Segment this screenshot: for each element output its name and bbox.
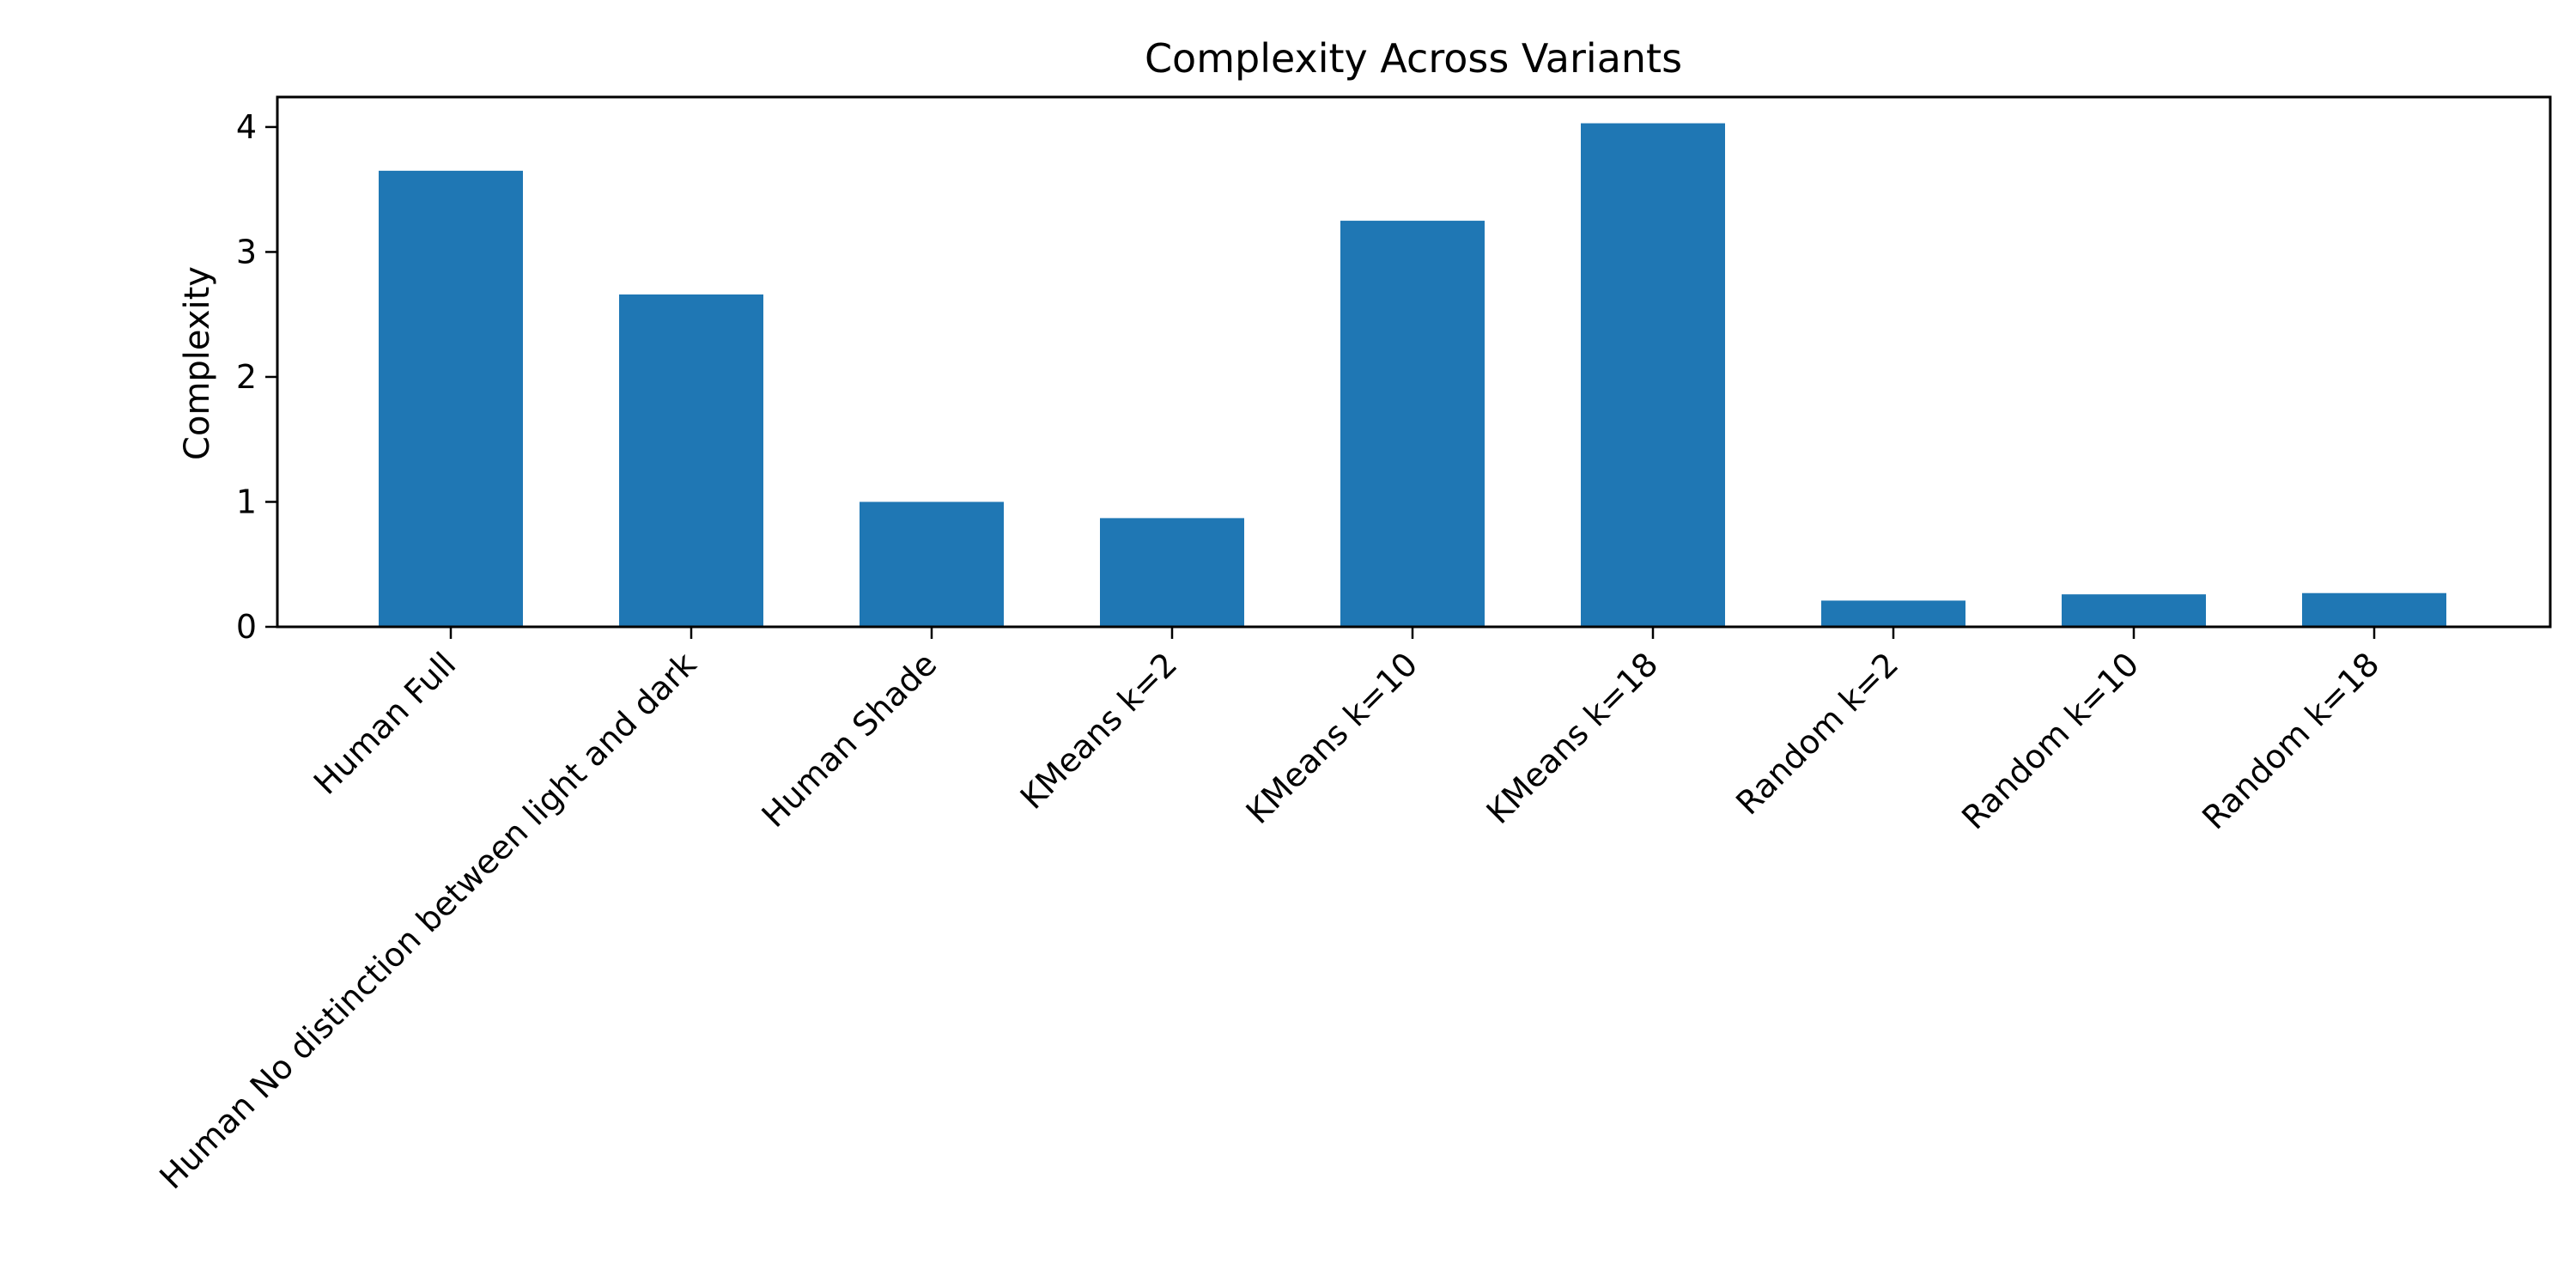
x-tick-label: Human Shade (755, 645, 945, 835)
chart-title: Complexity Across Variants (1145, 35, 1682, 82)
bar (1581, 123, 1725, 627)
bar (1340, 221, 1485, 627)
y-tick-label: 4 (236, 108, 257, 146)
x-tick-label: Human Full (307, 645, 464, 802)
x-tick-label: Random k=10 (1954, 645, 2146, 836)
bar (619, 294, 763, 627)
bar (1100, 518, 1244, 627)
y-axis-label: Complexity (178, 266, 217, 460)
x-tick-label: Random k=18 (2195, 645, 2386, 836)
y-tick-label: 1 (236, 483, 257, 520)
bar (2302, 592, 2446, 627)
x-tick-label: Random k=2 (1728, 645, 1905, 822)
bar (2062, 594, 2206, 627)
bars-group (379, 123, 2446, 627)
x-tick-label: KMeans k=10 (1239, 645, 1425, 831)
x-tick-label: KMeans k=2 (1013, 645, 1185, 817)
y-tick-label: 3 (236, 233, 257, 270)
y-tick-label: 2 (236, 358, 257, 396)
plot-frame (276, 95, 2552, 629)
x-tick-label: Human No distinction between light and d… (152, 645, 703, 1196)
y-axis: 0 1 2 3 4 (236, 108, 277, 646)
bar (379, 170, 523, 627)
x-tick-label: KMeans k=18 (1479, 645, 1666, 831)
bar (860, 501, 1004, 627)
y-tick-label: 0 (236, 608, 257, 646)
bar (1821, 600, 1965, 627)
